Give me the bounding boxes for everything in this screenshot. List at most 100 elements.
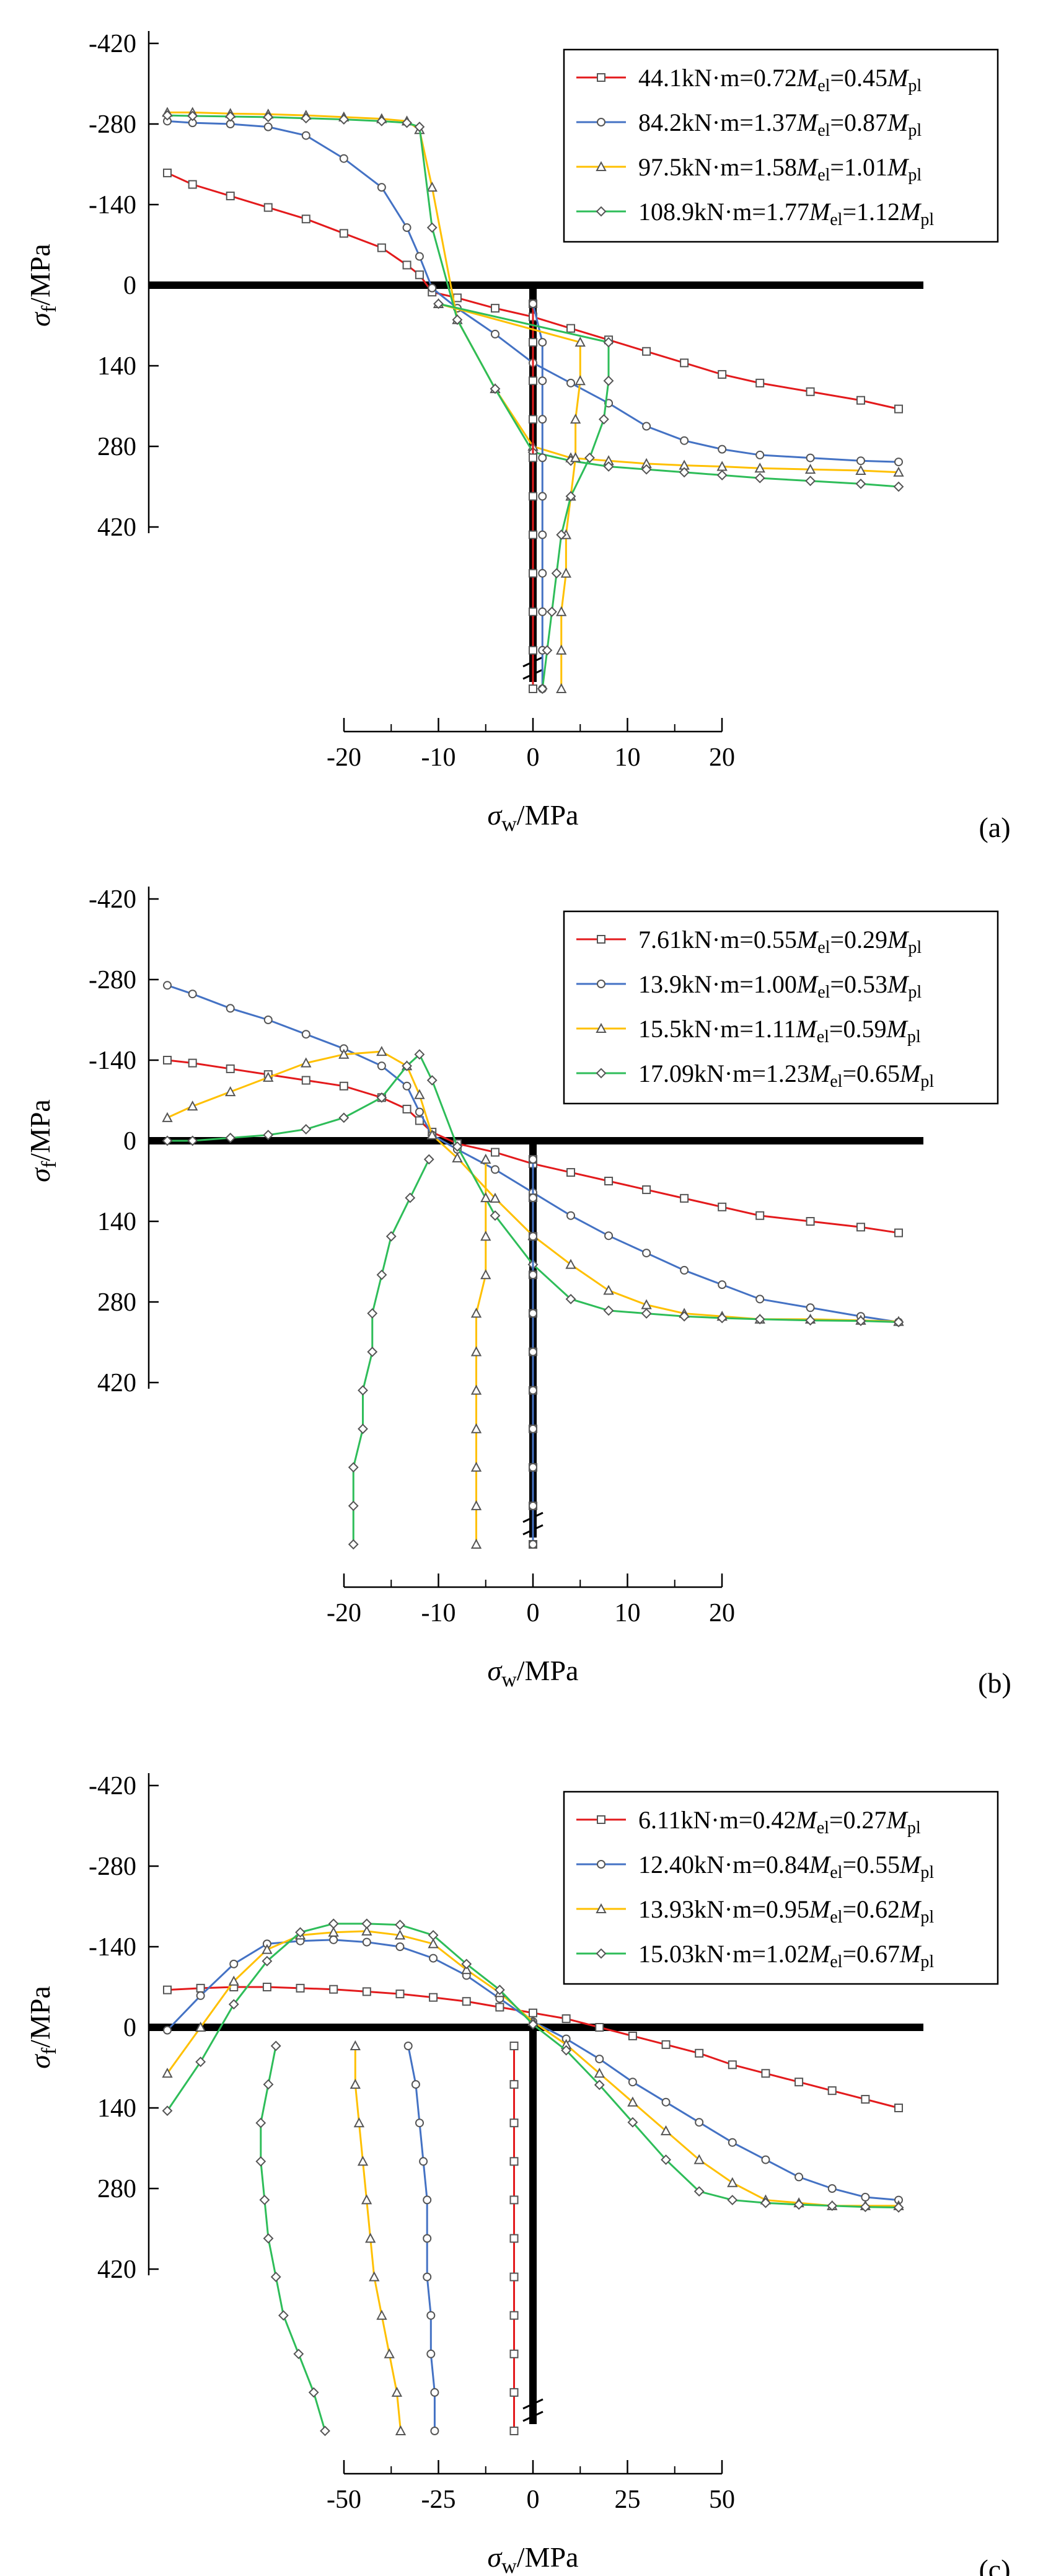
flange-data-point bbox=[627, 2117, 638, 2128]
web-data-point bbox=[509, 2349, 519, 2358]
flange-data-point bbox=[490, 304, 499, 313]
web-data-point bbox=[584, 452, 595, 463]
flange-data-point bbox=[566, 324, 576, 333]
flange-data-point bbox=[376, 1092, 387, 1103]
web-data-point bbox=[385, 1231, 397, 1242]
legend-label: 17.09kN·m=1.23Mel=0.65Mpl bbox=[638, 1060, 934, 1091]
flange-data-point bbox=[680, 436, 689, 445]
flange-data-point bbox=[642, 422, 651, 431]
flange-series-line bbox=[167, 984, 899, 1323]
flange-data-point bbox=[228, 1999, 239, 2010]
flange-data-point bbox=[162, 2068, 173, 2078]
y-tick-label: -140 bbox=[89, 1047, 136, 1075]
web-data-point bbox=[529, 1232, 537, 1241]
legend-marker bbox=[596, 161, 607, 171]
web-data-point bbox=[538, 607, 547, 616]
y-tick-label: -420 bbox=[89, 30, 136, 58]
flange-data-point bbox=[693, 2154, 705, 2164]
flange-data-point bbox=[162, 1135, 173, 1146]
legend-box bbox=[563, 48, 999, 243]
flange-data-point bbox=[296, 1983, 305, 1993]
y-tick-label: 140 bbox=[97, 352, 136, 381]
web-data-point bbox=[480, 1153, 491, 1164]
flange-data-point bbox=[329, 1935, 338, 1944]
flange-data-point bbox=[263, 1016, 273, 1024]
y-tick-label: -140 bbox=[89, 191, 136, 219]
x-tick-label: 20 bbox=[709, 1599, 735, 1627]
flange-data-point bbox=[226, 1064, 235, 1073]
web-data-point bbox=[255, 2156, 266, 2167]
flange-data-point bbox=[426, 182, 438, 192]
flange-data-point bbox=[490, 383, 501, 394]
web-data-point bbox=[529, 1347, 537, 1357]
web-data-point bbox=[574, 336, 586, 347]
flange-data-point bbox=[377, 183, 386, 192]
web-data-point bbox=[538, 376, 547, 386]
flange-series-line bbox=[167, 120, 899, 463]
web-data-point bbox=[358, 1385, 368, 1396]
panel-label: (c) bbox=[979, 2554, 1010, 2576]
web-data-point bbox=[509, 2311, 519, 2320]
flange-data-point bbox=[760, 2197, 771, 2208]
web-data-point bbox=[529, 684, 537, 693]
flange-data-point bbox=[402, 1060, 412, 1071]
flange-data-point bbox=[196, 1991, 205, 2000]
web-data-point bbox=[470, 1500, 482, 1510]
x-tick-label: 10 bbox=[615, 1599, 641, 1627]
x-tick-label: -25 bbox=[421, 2485, 456, 2514]
flange-data-point bbox=[680, 1265, 689, 1275]
flange-data-point bbox=[414, 122, 425, 133]
x-tick-label: -50 bbox=[327, 2485, 361, 2514]
flange-data-point bbox=[603, 1285, 614, 1295]
x-tick-label: -10 bbox=[421, 1599, 456, 1627]
legend-marker bbox=[597, 1860, 605, 1869]
web-data-point bbox=[270, 2040, 281, 2052]
x-axis-label: σw/MPa bbox=[488, 799, 579, 836]
web-data-point bbox=[529, 1270, 537, 1280]
flange-data-point bbox=[262, 1983, 271, 1991]
flange-data-point bbox=[187, 1100, 198, 1111]
y-tick-label: 280 bbox=[97, 433, 136, 461]
legend-label: 12.40kN·m=0.84Mel=0.55Mpl bbox=[638, 1851, 934, 1882]
flange-data-point bbox=[856, 1223, 865, 1232]
web-data-point bbox=[529, 645, 537, 655]
web-data-point bbox=[411, 2080, 420, 2089]
web-data-point bbox=[348, 1539, 359, 1550]
web-data-point bbox=[433, 298, 444, 309]
flange-data-point bbox=[894, 458, 903, 467]
web-data-point bbox=[358, 1423, 368, 1435]
flange-data-point bbox=[642, 1185, 651, 1194]
flange-data-point bbox=[595, 2023, 604, 2032]
flange-data-point bbox=[693, 2186, 705, 2197]
flange-data-point bbox=[225, 1132, 236, 1143]
flange-data-point bbox=[301, 1057, 312, 1068]
flange-data-point bbox=[565, 1293, 576, 1304]
flange-data-point bbox=[188, 989, 197, 999]
flange-data-point bbox=[727, 2177, 738, 2187]
web-data-point bbox=[529, 569, 537, 578]
x-tick-label: -20 bbox=[327, 1599, 361, 1627]
flange-data-point bbox=[163, 168, 172, 177]
flange-data-point bbox=[339, 154, 348, 163]
y-tick-label: -280 bbox=[89, 966, 136, 994]
web-data-point bbox=[509, 2157, 519, 2166]
flange-data-point bbox=[718, 1280, 727, 1290]
web-data-point bbox=[538, 492, 547, 501]
flange-series-line bbox=[167, 1053, 899, 1323]
flange-data-point bbox=[680, 358, 689, 368]
flange-data-point bbox=[680, 1193, 689, 1203]
legend-marker bbox=[596, 1903, 607, 1913]
flange-data-point bbox=[695, 2048, 704, 2058]
panel-2: -420 -280 -140 0 140 280 420 σf/MPa -50 -25 0 25 50 σ… bbox=[24, 1772, 1011, 2576]
flange-data-point bbox=[301, 215, 310, 224]
flange-data-point bbox=[603, 461, 614, 472]
web-data-point bbox=[509, 2272, 519, 2282]
flange-data-point bbox=[806, 1303, 815, 1312]
web-data-point bbox=[538, 415, 547, 424]
flange-data-point bbox=[362, 1987, 371, 1996]
flange-data-point bbox=[195, 2056, 206, 2068]
flange-data-point bbox=[262, 1955, 273, 1967]
flange-data-point bbox=[806, 1217, 815, 1226]
flange-data-point bbox=[263, 203, 273, 212]
